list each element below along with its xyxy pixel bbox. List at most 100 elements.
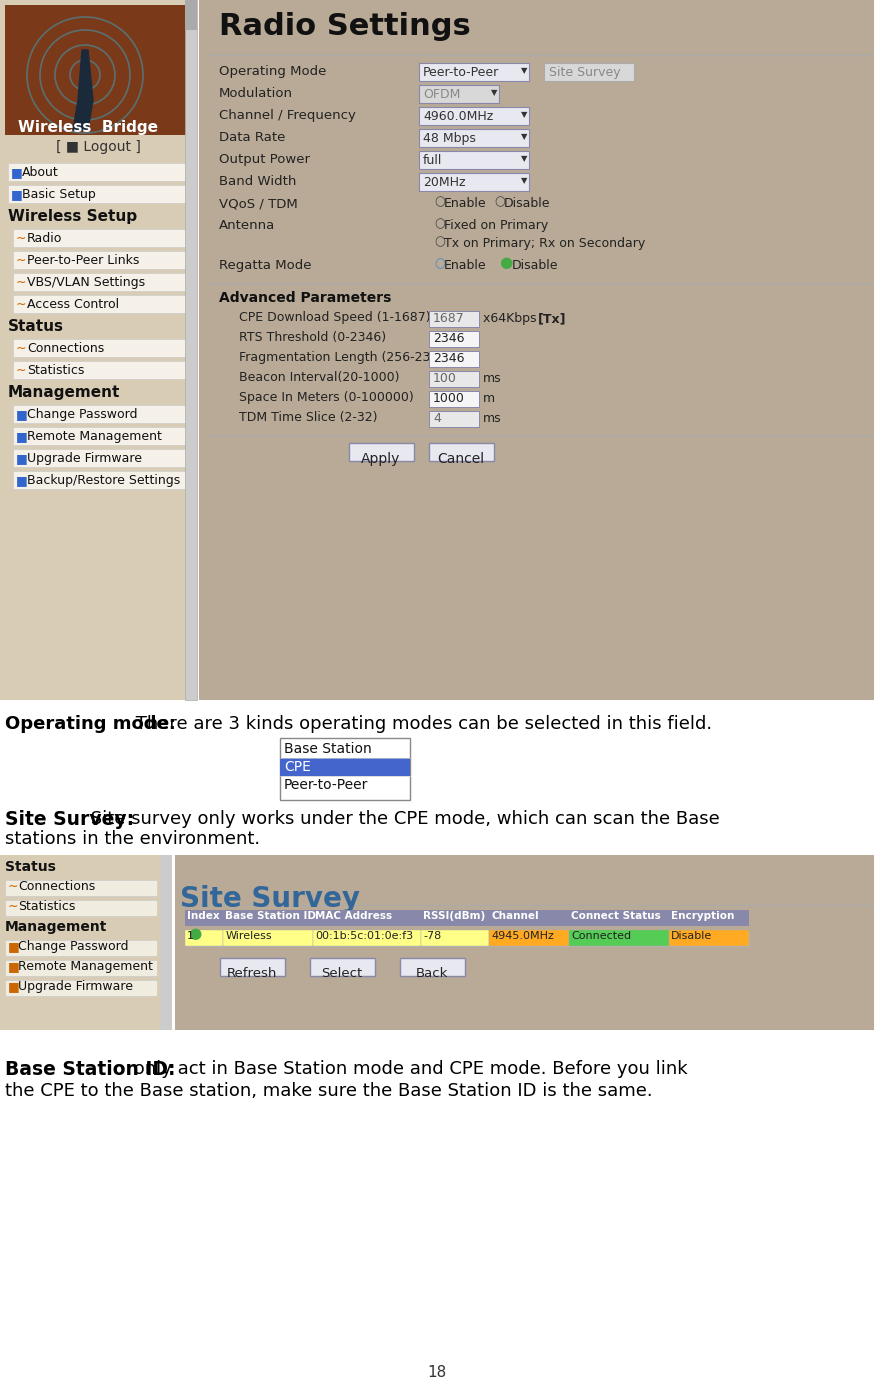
Text: Backup/Restore Settings: Backup/Restore Settings bbox=[27, 474, 180, 487]
Text: Output Power: Output Power bbox=[219, 153, 310, 166]
Text: Status: Status bbox=[8, 319, 64, 334]
Bar bbox=[13, 427, 189, 445]
Text: ▼: ▼ bbox=[521, 155, 528, 163]
Bar bbox=[400, 958, 465, 976]
Bar bbox=[185, 910, 749, 927]
Text: ▼: ▼ bbox=[521, 66, 528, 75]
Text: CPE: CPE bbox=[284, 760, 311, 773]
Text: m: m bbox=[483, 392, 496, 405]
Text: ■: ■ bbox=[11, 166, 23, 180]
Text: Channel / Frequency: Channel / Frequency bbox=[219, 109, 356, 122]
Text: Beacon Interval(20-1000): Beacon Interval(20-1000) bbox=[239, 371, 399, 384]
Text: Remote Management: Remote Management bbox=[18, 960, 153, 974]
Text: Status: Status bbox=[5, 860, 56, 874]
Bar bbox=[185, 0, 197, 30]
Text: Connect Status: Connect Status bbox=[571, 911, 661, 921]
Bar bbox=[419, 106, 529, 126]
Bar bbox=[185, 0, 197, 700]
Bar bbox=[419, 64, 529, 81]
Text: There are 3 kinds operating modes can be selected in this field.: There are 3 kinds operating modes can be… bbox=[130, 715, 712, 733]
Bar bbox=[429, 443, 494, 461]
Text: Select: Select bbox=[322, 967, 363, 981]
Bar bbox=[0, 0, 197, 700]
Text: Back: Back bbox=[416, 967, 448, 981]
Text: Index: Index bbox=[187, 911, 219, 921]
Text: 18: 18 bbox=[427, 1364, 447, 1380]
Text: Change Password: Change Password bbox=[18, 940, 128, 953]
Bar bbox=[419, 173, 529, 191]
Text: 4945.0MHz: 4945.0MHz bbox=[491, 931, 554, 940]
Text: ∼: ∼ bbox=[8, 880, 18, 894]
Text: Connected: Connected bbox=[571, 931, 631, 940]
Text: Connections: Connections bbox=[18, 880, 95, 894]
Bar bbox=[13, 251, 189, 269]
Text: ▼: ▼ bbox=[521, 110, 528, 119]
Text: ∼: ∼ bbox=[16, 365, 26, 377]
Bar bbox=[429, 311, 479, 327]
Bar bbox=[13, 360, 189, 378]
Text: Operating Mode: Operating Mode bbox=[219, 65, 326, 77]
Bar bbox=[13, 338, 189, 358]
Bar bbox=[419, 128, 529, 146]
Bar bbox=[280, 758, 410, 776]
Text: ∼: ∼ bbox=[16, 276, 26, 289]
Bar bbox=[185, 929, 223, 946]
Text: Upgrade Firmware: Upgrade Firmware bbox=[27, 452, 142, 465]
Text: ○: ○ bbox=[434, 217, 445, 231]
Text: 100: 100 bbox=[433, 371, 457, 385]
Text: Disable: Disable bbox=[512, 260, 558, 272]
Bar bbox=[544, 64, 634, 81]
Bar bbox=[429, 412, 479, 427]
Text: Base Station ID:: Base Station ID: bbox=[5, 1061, 176, 1079]
Bar bbox=[13, 449, 189, 467]
Text: Peer-to-Peer: Peer-to-Peer bbox=[284, 778, 368, 791]
Text: ■: ■ bbox=[16, 429, 28, 443]
Text: ms: ms bbox=[483, 412, 502, 425]
Text: VQoS / TDM: VQoS / TDM bbox=[219, 197, 298, 210]
Text: Radio: Radio bbox=[27, 232, 62, 244]
Text: Enable: Enable bbox=[444, 260, 487, 272]
Bar bbox=[5, 900, 157, 916]
Text: ●: ● bbox=[188, 927, 201, 940]
Bar bbox=[419, 86, 499, 104]
Text: ms: ms bbox=[483, 371, 502, 385]
Bar bbox=[8, 185, 189, 203]
Text: RSSI(dBm): RSSI(dBm) bbox=[423, 911, 485, 921]
Text: Statistics: Statistics bbox=[27, 365, 85, 377]
Text: ○: ○ bbox=[434, 257, 445, 271]
Text: Peer-to-Peer Links: Peer-to-Peer Links bbox=[27, 254, 139, 267]
Bar bbox=[489, 929, 569, 946]
Text: ▼: ▼ bbox=[491, 88, 497, 97]
Text: ∼: ∼ bbox=[16, 342, 26, 355]
Text: full: full bbox=[423, 155, 442, 167]
Text: Advanced Parameters: Advanced Parameters bbox=[219, 291, 392, 305]
Text: Management: Management bbox=[8, 385, 121, 400]
Text: Wireless  Bridge: Wireless Bridge bbox=[18, 120, 158, 135]
Bar bbox=[0, 855, 172, 1030]
Text: VBS/VLAN Settings: VBS/VLAN Settings bbox=[27, 276, 145, 289]
Text: Antenna: Antenna bbox=[219, 220, 275, 232]
Text: ■: ■ bbox=[8, 940, 20, 953]
Bar bbox=[13, 405, 189, 423]
Polygon shape bbox=[73, 50, 93, 130]
Text: ∼: ∼ bbox=[8, 900, 18, 913]
Text: 1000: 1000 bbox=[433, 392, 465, 405]
Text: 1687: 1687 bbox=[433, 312, 465, 325]
Text: ■: ■ bbox=[8, 981, 20, 993]
Bar bbox=[160, 855, 172, 1030]
Text: Remote Management: Remote Management bbox=[27, 429, 162, 443]
Text: Data Rate: Data Rate bbox=[219, 131, 286, 144]
Bar bbox=[5, 940, 157, 956]
Text: ▼: ▼ bbox=[521, 133, 528, 141]
Text: Tx on Primary; Rx on Secondary: Tx on Primary; Rx on Secondary bbox=[444, 238, 645, 250]
Text: ○: ○ bbox=[434, 195, 445, 209]
Text: Fragmentation Length (256-2346): Fragmentation Length (256-2346) bbox=[239, 351, 451, 365]
Text: ■: ■ bbox=[16, 474, 28, 487]
Bar bbox=[223, 929, 313, 946]
Text: Enable: Enable bbox=[444, 197, 487, 210]
Bar bbox=[13, 296, 189, 313]
Text: Access Control: Access Control bbox=[27, 298, 119, 311]
Text: Management: Management bbox=[5, 920, 108, 934]
Text: ▼: ▼ bbox=[521, 175, 528, 185]
Text: Upgrade Firmware: Upgrade Firmware bbox=[18, 981, 133, 993]
